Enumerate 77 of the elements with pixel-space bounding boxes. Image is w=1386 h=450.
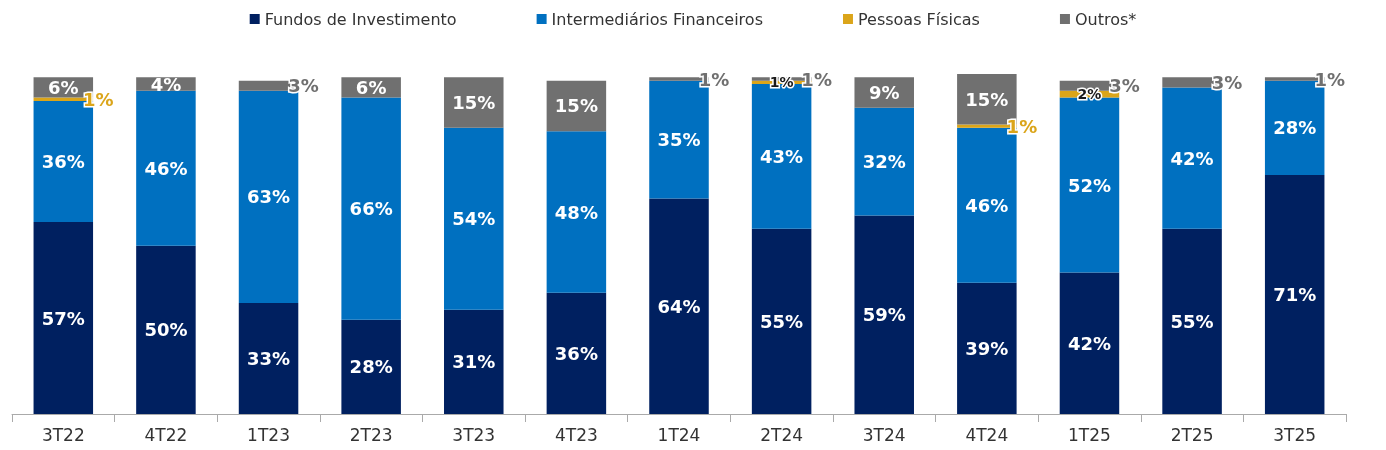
legend-label: Pessoas Físicas [857, 9, 980, 29]
bar [238, 302, 299, 414]
data-label: 32% [862, 151, 906, 173]
x-tick-label: 1T24 [657, 424, 701, 445]
data-label: 63% [246, 186, 291, 208]
data-label: 1% [801, 68, 832, 90]
bar [649, 198, 709, 414]
data-label: 64% [657, 295, 701, 317]
data-label: 46% [965, 194, 1009, 216]
data-label: 15% [965, 88, 1009, 110]
data-label: 39% [965, 337, 1009, 359]
data-label: 33% [246, 347, 291, 369]
bar [238, 90, 299, 303]
x-tick-label: 3T23 [452, 424, 496, 445]
x-tick-label: 1T25 [1068, 424, 1111, 445]
data-label: 55% [1170, 310, 1214, 332]
bar [854, 215, 914, 414]
legend-label: Intermediários Financeiros [551, 9, 763, 29]
bar [546, 292, 607, 414]
data-label: 9% [868, 82, 900, 104]
data-label: 31% [452, 351, 496, 373]
data-label: 36% [554, 342, 598, 364]
data-label: 1% [1314, 68, 1346, 90]
x-tick-label: 4T24 [965, 424, 1009, 445]
bar [341, 97, 401, 320]
data-label: 42% [1170, 147, 1214, 169]
x-tick-label: 2T24 [760, 424, 804, 445]
legend-label: Outros* [1074, 9, 1137, 29]
data-label: 66% [349, 198, 393, 220]
bar [136, 245, 196, 414]
legend-label: Fundos de Investimento [264, 9, 457, 29]
bar [1264, 174, 1325, 414]
data-label: 42% [1067, 332, 1112, 354]
bar [444, 309, 504, 414]
bar [751, 228, 812, 414]
data-label: 36% [41, 151, 85, 173]
data-label: 28% [349, 356, 393, 378]
data-label: 55% [760, 310, 804, 332]
data-label: 2% [1077, 86, 1102, 103]
data-label: 52% [1067, 174, 1112, 196]
bar [546, 131, 607, 293]
data-label: 46% [144, 157, 188, 179]
data-label: 50% [144, 319, 188, 341]
bar [1059, 272, 1120, 414]
bar [854, 107, 914, 216]
bar [33, 222, 94, 414]
data-label: 43% [760, 145, 804, 167]
data-label: 6% [355, 76, 387, 98]
bar [444, 127, 504, 310]
data-label: 28% [1273, 117, 1317, 139]
bar [136, 90, 196, 246]
bar [444, 77, 504, 128]
x-tick-label: 1T23 [247, 424, 290, 445]
bar [957, 282, 1017, 414]
data-label: 1% [769, 74, 794, 91]
x-tick-label: 3T24 [862, 424, 906, 445]
data-label: 48% [554, 201, 598, 223]
data-label: 57% [41, 307, 85, 329]
x-tick-label: 4T23 [554, 424, 598, 445]
data-label: 71% [1273, 283, 1317, 305]
data-label: 4% [150, 73, 182, 95]
bar [1059, 97, 1120, 273]
data-label: 15% [554, 95, 598, 117]
bar [1162, 87, 1222, 229]
data-label: 15% [452, 92, 496, 114]
bar [1162, 228, 1222, 414]
data-label: 1% [698, 68, 730, 90]
x-tick-label: 3T22 [41, 424, 85, 445]
x-tick-label: 3T25 [1273, 424, 1317, 445]
data-label: 54% [452, 208, 496, 230]
data-label: 6% [48, 76, 79, 98]
x-tick-label: 2T25 [1170, 424, 1214, 445]
data-label: 35% [657, 129, 701, 151]
data-label: 59% [862, 304, 906, 326]
x-tick-label: 2T23 [349, 424, 393, 445]
x-tick-label: 4T22 [144, 424, 188, 445]
bar [341, 319, 401, 414]
